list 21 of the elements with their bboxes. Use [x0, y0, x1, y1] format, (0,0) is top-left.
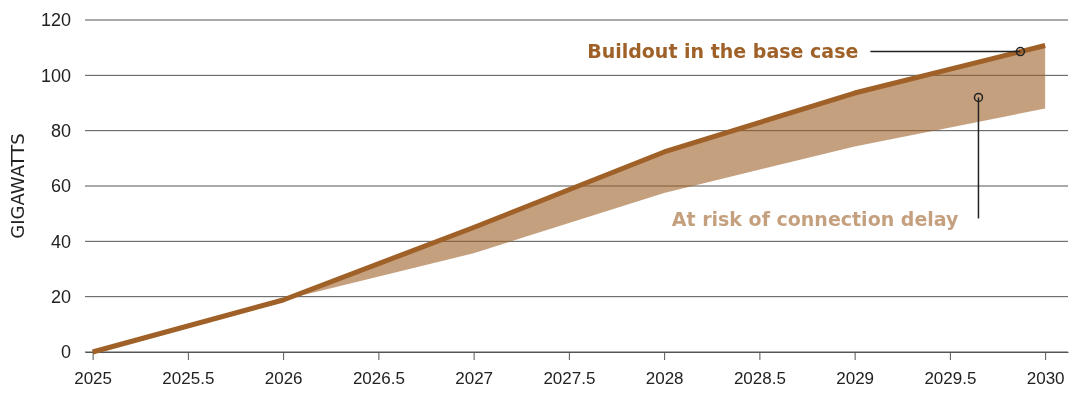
x-tick-label: 2028	[645, 369, 684, 389]
annotation: At risk of connection delay	[671, 208, 960, 231]
y-tick-label: 60	[50, 176, 71, 197]
x-tick-label: 2026.5	[352, 369, 405, 389]
y-tick-label: 20	[50, 286, 71, 307]
x-tick-label: 2027	[455, 369, 494, 389]
x-tick-label: 2029.5	[924, 369, 977, 389]
x-tick-label: 2030	[1026, 369, 1065, 389]
y-axis-title: GIGAWATTS	[7, 133, 28, 239]
y-tick-label: 40	[50, 231, 71, 252]
x-tick-label: 2028.5	[733, 369, 786, 389]
x-tick-label: 2029	[836, 369, 875, 389]
x-tick-label: 2026	[264, 369, 303, 389]
annotation: Buildout in the base case	[587, 40, 859, 63]
y-tick-label: 120	[40, 10, 71, 31]
x-tick-label: 2025.5	[162, 369, 215, 389]
y-tick-label: 100	[40, 65, 71, 86]
x-tick-label: 2027.5	[543, 369, 596, 389]
x-tick-label: 2025	[74, 369, 113, 389]
y-tick-label: 80	[50, 120, 71, 141]
y-tick-label: 0	[60, 342, 71, 363]
